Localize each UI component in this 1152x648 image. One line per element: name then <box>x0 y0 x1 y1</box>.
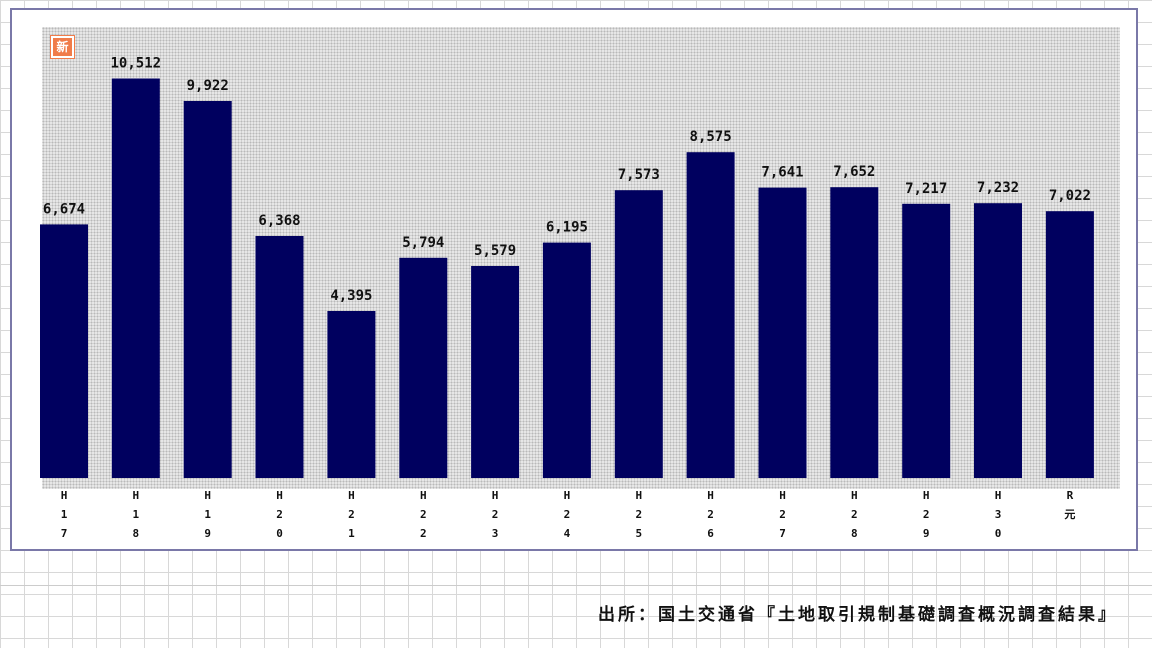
value-label-H23: 5,579 <box>474 243 516 259</box>
tick-char: 2 <box>779 508 786 521</box>
tick-char: 2 <box>635 508 642 521</box>
tick-char: 2 <box>420 527 427 540</box>
value-label-H18: 10,512 <box>111 56 162 72</box>
tick-label-H27: H 2 7 <box>779 489 786 540</box>
tick-char: 2 <box>707 508 714 521</box>
tick-label-H25: H 2 5 <box>635 489 642 540</box>
tick-char: 6 <box>707 527 714 540</box>
tick-label-H28: H 2 8 <box>851 489 858 540</box>
bar-R元 <box>1045 211 1094 478</box>
tick-label-H23: H 2 3 <box>492 489 499 540</box>
bar-H17 <box>40 224 88 478</box>
value-label-R元: 7,022 <box>1049 188 1091 204</box>
tick-char: 2 <box>492 508 499 521</box>
tick-char: 8 <box>851 527 858 540</box>
tick-label-H17: H 1 7 <box>61 489 68 540</box>
value-label-H27: 7,641 <box>761 165 803 181</box>
value-label-H24: 6,195 <box>546 220 588 236</box>
bar-H30 <box>974 203 1022 478</box>
tick-char: 7 <box>61 527 68 540</box>
value-label-H26: 8,575 <box>690 129 732 145</box>
bar-H19 <box>183 101 232 478</box>
tick-char: 2 <box>276 508 283 521</box>
value-label-H20: 6,368 <box>258 213 300 229</box>
tick-char: H <box>779 489 786 502</box>
tick-char: 3 <box>995 508 1002 521</box>
tick-char: 2 <box>851 508 858 521</box>
tick-char: H <box>851 489 858 502</box>
tick-char: 8 <box>132 527 139 540</box>
tick-char: 7 <box>779 527 786 540</box>
tick-char: 2 <box>923 508 930 521</box>
tick-label-H26: H 2 6 <box>707 489 714 540</box>
value-label-H22: 5,794 <box>402 235 444 251</box>
tick-char: H <box>492 489 499 502</box>
tick-char: H <box>204 489 211 502</box>
bar-H22 <box>399 257 448 478</box>
value-label-H21: 4,395 <box>330 288 372 304</box>
tick-char: 0 <box>276 527 283 540</box>
new-badge: 新 <box>50 35 75 59</box>
tick-char: 2 <box>564 508 571 521</box>
tick-char: 1 <box>348 527 355 540</box>
tick-char: 1 <box>61 508 68 521</box>
tick-char: H <box>564 489 571 502</box>
tick-label-H18: H 1 8 <box>132 489 139 540</box>
tick-char: 9 <box>923 527 930 540</box>
bar-H24 <box>542 242 591 478</box>
tick-label-H20: H 2 0 <box>276 489 283 540</box>
bar-H21 <box>327 311 376 478</box>
tick-char: 2 <box>348 508 355 521</box>
tick-char: H <box>923 489 930 502</box>
tick-char: H <box>420 489 427 502</box>
value-label-H17: 6,674 <box>43 201 85 217</box>
value-label-H19: 9,922 <box>187 78 229 94</box>
bar-H29 <box>902 203 951 479</box>
tick-label-H19: H 1 9 <box>204 489 211 540</box>
tick-char: R <box>1067 489 1074 502</box>
bar-H25 <box>614 190 663 478</box>
tick-char: 1 <box>132 508 139 521</box>
source-note: 出所：国土交通省『土地取引規制基礎調査概況調査結果』 <box>598 605 1118 625</box>
tick-char: H <box>276 489 283 502</box>
bar-H18 <box>111 78 160 478</box>
tick-char: 2 <box>420 508 427 521</box>
tick-char: 9 <box>204 527 211 540</box>
bar-H27 <box>758 187 807 478</box>
bar-H28 <box>830 187 879 478</box>
bar-H23 <box>471 266 520 478</box>
tick-label-H21: H 2 1 <box>348 489 355 540</box>
tick-char: 4 <box>564 527 571 540</box>
tick-char: 1 <box>204 508 211 521</box>
tick-label-R元: R元 <box>1064 489 1075 521</box>
tick-char: H <box>995 489 1002 502</box>
footer-divider <box>0 585 1152 586</box>
tick-label-H29: H 2 9 <box>923 489 930 540</box>
tick-char: 5 <box>635 527 642 540</box>
bar-H20 <box>255 236 304 478</box>
bar-H26 <box>686 152 735 478</box>
tick-char: H <box>61 489 68 502</box>
tick-char: H <box>132 489 139 502</box>
tick-char: H <box>707 489 714 502</box>
value-label-H30: 7,232 <box>977 180 1019 196</box>
tick-char: 3 <box>492 527 499 540</box>
value-label-H29: 7,217 <box>905 181 947 197</box>
tick-char: 元 <box>1064 508 1075 521</box>
tick-label-H24: H 2 4 <box>564 489 571 540</box>
tick-char: 0 <box>995 527 1002 540</box>
value-label-H25: 7,573 <box>618 167 660 183</box>
value-label-H28: 7,652 <box>833 164 875 180</box>
tick-char: H <box>635 489 642 502</box>
tick-label-H22: H 2 2 <box>420 489 427 540</box>
tick-char: H <box>348 489 355 502</box>
tick-label-H30: H 3 0 <box>995 489 1002 540</box>
